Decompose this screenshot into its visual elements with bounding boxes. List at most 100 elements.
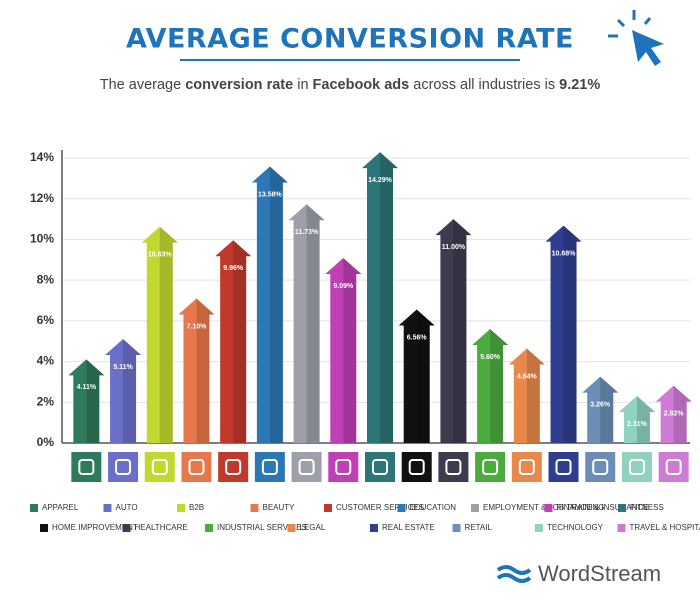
arrow-bar (178, 298, 215, 443)
bar-shade (343, 257, 362, 443)
value-label: 6.56% (407, 334, 428, 341)
icon-glyph (335, 459, 352, 475)
bar-shade (233, 240, 252, 443)
subtitle: The average conversion rate in Facebook … (100, 77, 601, 93)
value-label: 11.00% (442, 244, 466, 251)
legend-label: LEGAL (300, 523, 326, 532)
y-tick-label: 12% (30, 191, 54, 205)
subtitle-part: conversion rate (185, 77, 293, 93)
value-label: 11.73% (295, 229, 319, 236)
arrow-bar (215, 240, 252, 443)
category-icon (475, 452, 506, 482)
bar-shade (600, 376, 619, 443)
icon-glyph (482, 459, 499, 475)
icon-glyph (518, 459, 535, 475)
legend-swatch (535, 524, 543, 532)
legend-swatch (177, 504, 185, 512)
category-icon (218, 452, 249, 482)
value-label: 3.26% (590, 401, 611, 408)
legend-label: AUTO (116, 503, 138, 512)
category-icon (254, 452, 285, 482)
y-tick-label: 0% (37, 435, 55, 449)
category-icon (621, 452, 652, 482)
legend-label: FINANCE & INSURANCE (557, 503, 649, 512)
legend-label: APPAREL (42, 503, 79, 512)
icon-glyph (298, 459, 315, 475)
bar-shade (196, 298, 215, 443)
bar-shade (563, 225, 582, 443)
legend-swatch (452, 524, 461, 532)
value-label: 9.09% (333, 283, 354, 290)
arrow-bar (655, 385, 692, 443)
arrow-bar (472, 329, 509, 443)
value-label: 13.58% (258, 191, 283, 198)
legend-label: TECHNOLOGY (547, 523, 604, 532)
legend-swatch (324, 504, 332, 512)
bar-shade (416, 309, 435, 443)
y-tick-label: 8% (37, 272, 55, 286)
legend-label: RETAIL (465, 523, 493, 532)
icon-glyph (628, 459, 645, 475)
legend-label: B2B (189, 503, 204, 512)
legend-swatch (250, 504, 259, 512)
subtitle-part: across all industries is (409, 77, 559, 93)
category-icon (548, 452, 579, 482)
value-label: 4.64% (517, 373, 538, 380)
icon-glyph (78, 459, 95, 475)
subtitle-part: 9.21% (559, 77, 600, 93)
legend-swatch (370, 524, 378, 532)
legend-label: FITNESS (630, 503, 664, 512)
y-tick-label: 4% (37, 354, 55, 368)
icon-glyph (151, 459, 168, 475)
category-icon (401, 452, 432, 482)
arrow-bar (362, 152, 398, 443)
category-icon (511, 452, 542, 482)
icon-glyph (225, 459, 242, 475)
legend-label: HOME IMPROVEMENT (52, 523, 138, 532)
arrow-bar (545, 225, 582, 443)
category-icon (365, 452, 395, 482)
arrow-bar (251, 166, 288, 444)
bar-shade (86, 359, 105, 443)
value-label: 10.68% (552, 250, 577, 257)
y-tick-label: 6% (37, 313, 55, 327)
title: AVERAGE CONVERSION RATE (126, 24, 574, 55)
value-label: 7.10% (187, 323, 208, 330)
y-tick-label: 10% (30, 232, 54, 246)
legend-swatch (287, 524, 296, 532)
value-label: 9.96% (223, 265, 244, 272)
subtitle-part: Facebook ads (313, 77, 410, 93)
arrow-bar (435, 219, 472, 443)
subtitle-part: in (293, 77, 312, 93)
icon-glyph (665, 459, 682, 475)
value-label: 2.82% (664, 410, 685, 417)
category-icon (291, 452, 322, 482)
value-label: 10.63% (148, 251, 173, 258)
subtitle-part: The average (100, 77, 185, 93)
category-icon (658, 452, 689, 482)
bar-shade (453, 219, 472, 443)
bar-shade (526, 348, 545, 443)
legend-label: TRAVEL & HOSPITALITY (630, 523, 700, 532)
cursor-icon (608, 10, 664, 66)
category-icon (438, 452, 469, 482)
legend-swatch (40, 524, 48, 532)
y-tick-label: 2% (37, 394, 55, 408)
legend-label: EDUCATION (410, 503, 457, 512)
brand-logo: WordStream (496, 561, 661, 586)
arrow-bar (288, 204, 325, 443)
category-icon (71, 452, 102, 482)
bar-shade (306, 204, 325, 443)
icon-glyph (372, 459, 388, 475)
legend-label: CUSTOMER SERVICES (336, 503, 424, 512)
arrow-bar (508, 348, 545, 443)
brand-name: WordStream (538, 561, 661, 586)
legend-label: BEAUTY (263, 503, 296, 512)
legend-swatch (122, 524, 131, 532)
legend-swatch (205, 524, 213, 532)
bar-shade (490, 329, 509, 443)
category-icon (181, 452, 212, 482)
value-label: 5.11% (113, 364, 133, 371)
legend-swatch (397, 504, 406, 512)
